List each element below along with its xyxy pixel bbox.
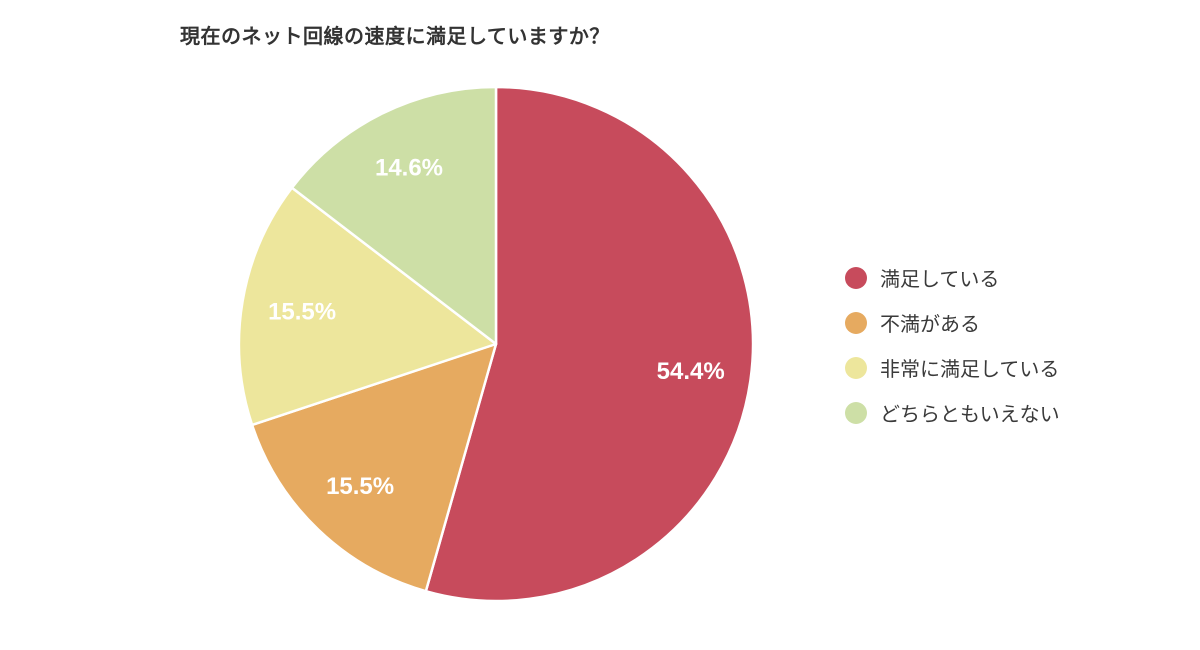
legend-color-dot-icon [845,266,867,289]
pie-chart: 54.4% 15.5% 15.5% 14.6% [237,85,755,603]
legend-color-dot-icon [845,311,867,334]
legend-item-2[interactable]: 非常に満足している [845,345,1060,390]
legend-color-dot-icon [845,356,867,379]
pie-chart-area: 54.4% 15.5% 15.5% 14.6% [236,84,756,604]
legend-label: 満足している [880,269,1000,291]
slice-percent-label-2: 15.5% [268,298,336,325]
legend-color-dot-icon [845,401,867,424]
legend-label: 非常に満足している [880,359,1060,381]
legend-label: どちらともいえない [880,404,1060,426]
slice-percent-label-3: 14.6% [375,155,443,182]
pie-slice-3[interactable] [290,85,498,346]
slice-percent-label-0: 54.4% [657,358,725,385]
pie-slice-2[interactable] [237,186,498,427]
chart-title: 現在のネット回線の速度に満足していますか？ [180,26,610,48]
slice-percent-label-1: 15.5% [326,473,394,500]
legend-label: 不満がある [880,314,980,336]
pie-slice-0[interactable] [424,85,755,603]
legend-item-3[interactable]: どちらともいえない [845,390,1060,435]
legend-item-1[interactable]: 不満がある [845,300,1060,345]
chart-legend: 満足している 不満がある非常に満足している どちらともいえない [845,255,1060,435]
legend-item-0[interactable]: 満足している [845,255,1060,300]
